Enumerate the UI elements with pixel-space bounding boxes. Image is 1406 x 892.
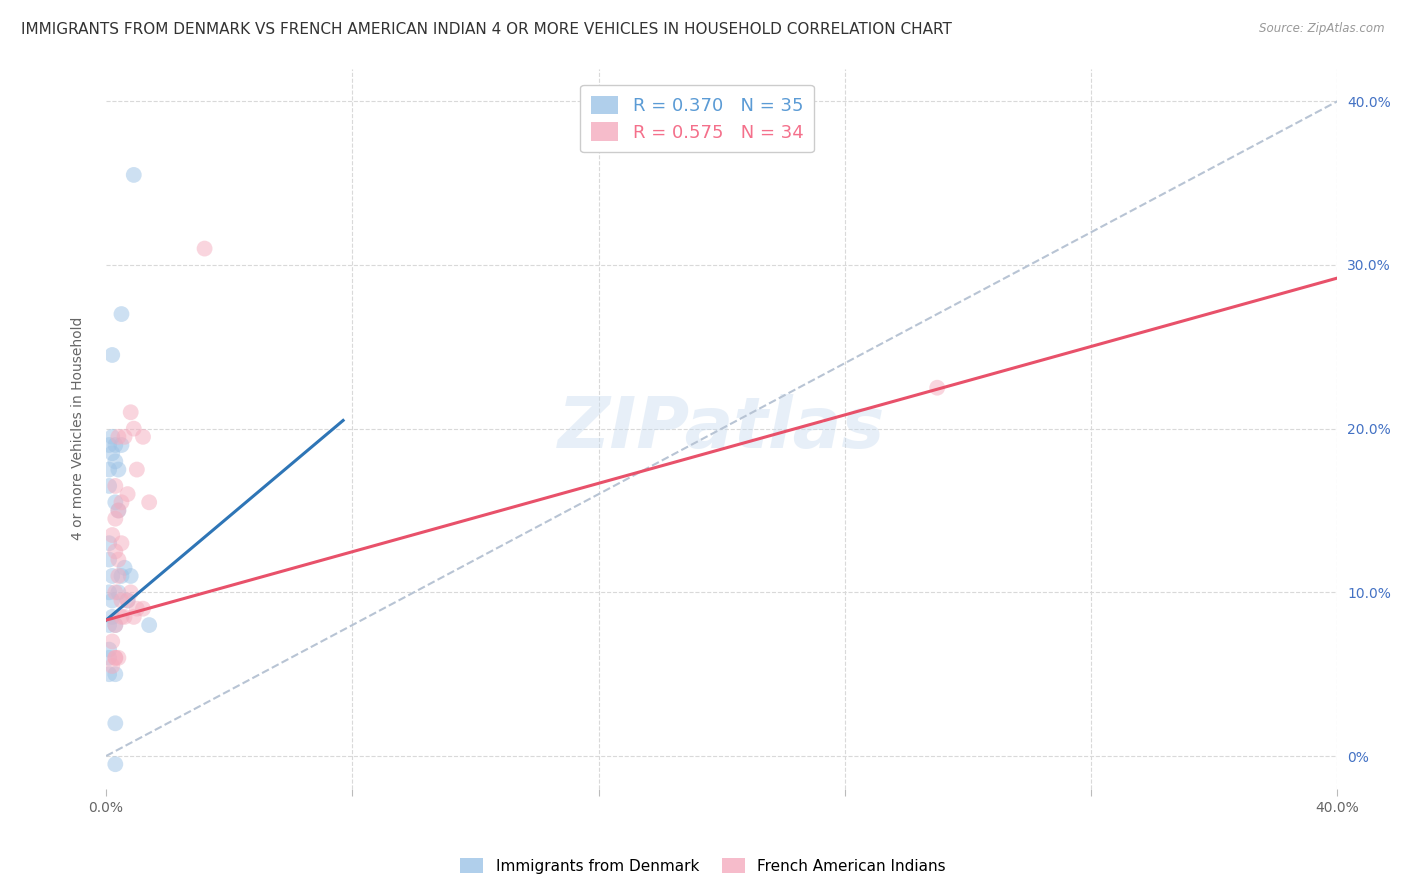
Legend: Immigrants from Denmark, French American Indians: Immigrants from Denmark, French American… (454, 852, 952, 880)
Point (101, 659, 124, 673)
Point (104, 454, 127, 468)
Point (101, 528, 124, 542)
Point (104, 544, 127, 558)
Point (104, 716, 127, 731)
Point (110, 307, 132, 321)
Point (101, 569, 124, 583)
Point (125, 462, 148, 476)
Point (101, 593, 124, 607)
Point (107, 503, 129, 517)
Point (122, 168, 145, 182)
Point (98, 585, 121, 599)
Point (98, 618, 121, 632)
Point (117, 487, 139, 501)
Point (104, 438, 127, 452)
Point (104, 789, 127, 804)
Point (107, 650, 129, 665)
Point (138, 495, 160, 509)
Point (104, 618, 127, 632)
Point (107, 585, 129, 599)
Text: Source: ZipAtlas.com: Source: ZipAtlas.com (1260, 22, 1385, 36)
Legend: R = 0.370   N = 35, R = 0.575   N = 34: R = 0.370 N = 35, R = 0.575 N = 34 (581, 85, 814, 153)
Point (110, 495, 132, 509)
Point (98, 536, 121, 550)
Point (117, 593, 139, 607)
Point (104, 511, 127, 525)
Point (117, 593, 139, 607)
Point (98, 667, 121, 681)
Point (120, 405, 142, 419)
Point (104, 495, 127, 509)
Point (114, 610, 136, 624)
Point (114, 561, 136, 575)
Point (122, 422, 145, 436)
Point (110, 536, 132, 550)
Point (132, 430, 155, 444)
Point (101, 430, 124, 444)
Point (104, 479, 127, 493)
Point (107, 430, 129, 444)
Point (107, 503, 129, 517)
Point (110, 569, 132, 583)
Point (120, 585, 142, 599)
Point (194, 242, 217, 256)
Point (120, 569, 142, 583)
Point (110, 610, 132, 624)
Text: IMMIGRANTS FROM DENMARK VS FRENCH AMERICAN INDIAN 4 OR MORE VEHICLES IN HOUSEHOL: IMMIGRANTS FROM DENMARK VS FRENCH AMERIC… (21, 22, 952, 37)
Point (107, 552, 129, 566)
Point (104, 650, 127, 665)
Point (98, 438, 121, 452)
Point (132, 601, 155, 615)
Point (104, 585, 127, 599)
Point (98, 479, 121, 493)
Y-axis label: 4 or more Vehicles in Household: 4 or more Vehicles in Household (72, 317, 86, 541)
Point (98, 650, 121, 665)
Point (98, 462, 121, 476)
Point (110, 593, 132, 607)
Point (104, 650, 127, 665)
Point (138, 618, 160, 632)
Point (104, 667, 127, 681)
Point (101, 348, 124, 362)
Point (114, 430, 136, 444)
Point (125, 601, 148, 615)
Point (101, 446, 124, 460)
Point (101, 610, 124, 624)
Point (104, 618, 127, 632)
Point (104, 757, 127, 772)
Point (110, 438, 132, 452)
Point (107, 569, 129, 583)
Point (927, 381, 949, 395)
Point (107, 462, 129, 476)
Point (98, 642, 121, 657)
Point (122, 610, 145, 624)
Point (101, 634, 124, 648)
Point (98, 552, 121, 566)
Text: ZIPatlas: ZIPatlas (558, 394, 886, 463)
